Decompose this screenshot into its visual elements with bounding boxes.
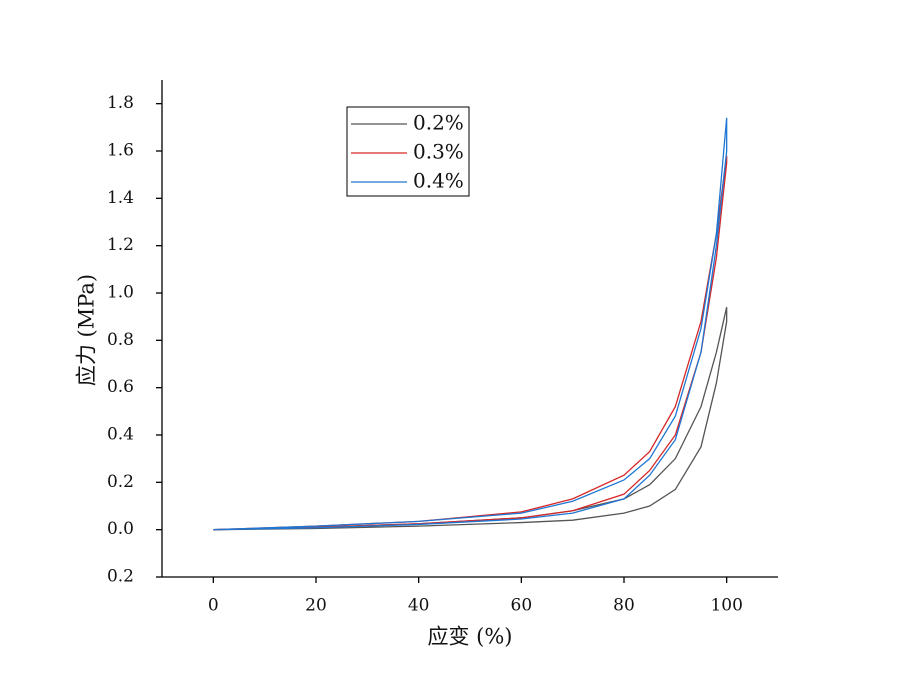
series-line xyxy=(213,155,728,531)
x-tick-label: 80 xyxy=(613,596,635,616)
y-tick-label: 0.6 xyxy=(107,377,134,397)
y-tick-label: 0.2 xyxy=(107,472,134,492)
y-tick-label: 1.8 xyxy=(107,93,134,113)
y-axis-label: 应力 (MPa) xyxy=(75,274,99,386)
y-tick-label: 1.4 xyxy=(107,188,134,208)
x-tick-label: 100 xyxy=(710,596,742,616)
y-tick-label: 1.6 xyxy=(107,141,134,161)
legend-label: 0.2% xyxy=(413,111,464,135)
y-tick-label: 0.4 xyxy=(107,425,134,445)
y-tick-label: 1.2 xyxy=(107,235,134,255)
x-tick-label: 0 xyxy=(208,596,219,616)
y-tick-label: 0.2 xyxy=(107,567,134,587)
y-tick-label: 1.0 xyxy=(107,283,134,303)
series-line xyxy=(213,117,728,531)
legend-label: 0.3% xyxy=(413,140,464,164)
y-tick-label: 0.0 xyxy=(107,519,134,539)
x-tick-label: 20 xyxy=(305,596,327,616)
legend-box xyxy=(346,106,470,197)
x-tick-label: 60 xyxy=(511,596,533,616)
y-tick-label: 0.8 xyxy=(107,330,134,350)
x-tick-label: 40 xyxy=(408,596,430,616)
legend-label: 0.4% xyxy=(413,169,464,193)
x-axis-label: 应变 (%) xyxy=(427,625,512,649)
